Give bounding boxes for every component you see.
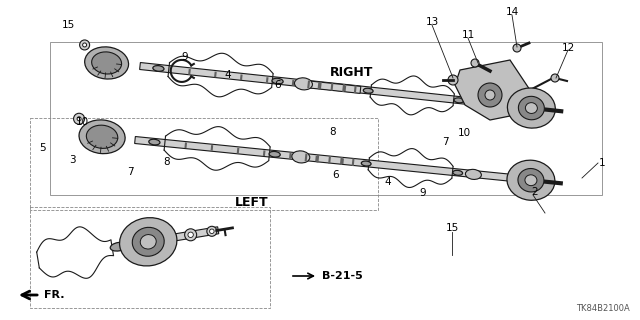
Circle shape xyxy=(485,90,495,100)
Circle shape xyxy=(188,232,193,237)
Ellipse shape xyxy=(292,151,310,163)
Text: 14: 14 xyxy=(506,7,518,17)
Ellipse shape xyxy=(86,125,118,148)
Text: 9: 9 xyxy=(182,52,188,62)
Ellipse shape xyxy=(132,227,164,256)
Ellipse shape xyxy=(294,78,312,90)
Ellipse shape xyxy=(269,151,280,157)
Circle shape xyxy=(184,229,196,241)
Ellipse shape xyxy=(518,96,545,120)
Circle shape xyxy=(207,226,217,236)
Ellipse shape xyxy=(272,78,283,84)
Ellipse shape xyxy=(525,103,538,114)
Circle shape xyxy=(448,75,458,85)
Text: 3: 3 xyxy=(68,155,76,165)
Circle shape xyxy=(471,59,479,67)
Text: FR.: FR. xyxy=(44,290,65,300)
Text: 8: 8 xyxy=(330,127,336,137)
Ellipse shape xyxy=(364,88,373,93)
Polygon shape xyxy=(455,60,530,120)
Circle shape xyxy=(79,40,90,50)
Text: 15: 15 xyxy=(445,223,459,233)
Text: 7: 7 xyxy=(127,167,133,177)
Text: 11: 11 xyxy=(461,30,475,40)
Text: 10: 10 xyxy=(76,117,88,127)
Text: RIGHT: RIGHT xyxy=(330,66,374,78)
Text: 13: 13 xyxy=(426,17,438,27)
Polygon shape xyxy=(140,62,543,113)
Circle shape xyxy=(77,117,81,121)
Circle shape xyxy=(209,229,214,234)
Text: 6: 6 xyxy=(333,170,339,180)
Ellipse shape xyxy=(79,120,125,154)
Text: B-21-5: B-21-5 xyxy=(322,271,363,281)
Ellipse shape xyxy=(508,88,556,128)
Ellipse shape xyxy=(92,52,122,74)
Text: 2: 2 xyxy=(532,187,538,197)
Ellipse shape xyxy=(525,175,537,186)
Ellipse shape xyxy=(110,242,127,251)
Text: TK84B2100A: TK84B2100A xyxy=(576,304,630,313)
Text: LEFT: LEFT xyxy=(235,196,269,209)
Text: 5: 5 xyxy=(38,143,45,153)
Ellipse shape xyxy=(453,170,463,175)
Text: 4: 4 xyxy=(385,177,391,187)
Ellipse shape xyxy=(467,97,483,107)
Circle shape xyxy=(478,83,502,107)
Ellipse shape xyxy=(84,47,129,79)
Circle shape xyxy=(551,74,559,82)
Ellipse shape xyxy=(120,218,177,266)
Ellipse shape xyxy=(465,169,481,180)
Polygon shape xyxy=(303,80,361,93)
Text: 1: 1 xyxy=(598,158,605,168)
Text: 12: 12 xyxy=(561,43,575,53)
Ellipse shape xyxy=(153,66,164,71)
Circle shape xyxy=(74,113,84,124)
Text: 4: 4 xyxy=(225,70,231,80)
Circle shape xyxy=(83,43,86,47)
Polygon shape xyxy=(134,137,543,185)
Text: 6: 6 xyxy=(275,80,282,90)
Text: 7: 7 xyxy=(442,137,448,147)
Ellipse shape xyxy=(148,139,160,145)
Text: 9: 9 xyxy=(420,188,426,198)
Ellipse shape xyxy=(362,161,371,166)
Text: 8: 8 xyxy=(164,157,170,167)
Text: 15: 15 xyxy=(61,20,75,30)
Ellipse shape xyxy=(518,169,544,192)
Ellipse shape xyxy=(507,160,555,200)
Circle shape xyxy=(513,44,521,52)
Ellipse shape xyxy=(140,235,156,249)
Ellipse shape xyxy=(454,98,464,103)
Text: 10: 10 xyxy=(458,128,470,138)
Polygon shape xyxy=(122,227,219,250)
